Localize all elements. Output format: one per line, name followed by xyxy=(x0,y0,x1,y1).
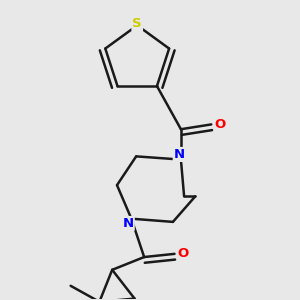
Text: N: N xyxy=(123,217,134,230)
Text: N: N xyxy=(174,148,185,161)
Text: O: O xyxy=(214,118,226,131)
Text: O: O xyxy=(178,248,189,260)
Text: S: S xyxy=(132,17,142,30)
